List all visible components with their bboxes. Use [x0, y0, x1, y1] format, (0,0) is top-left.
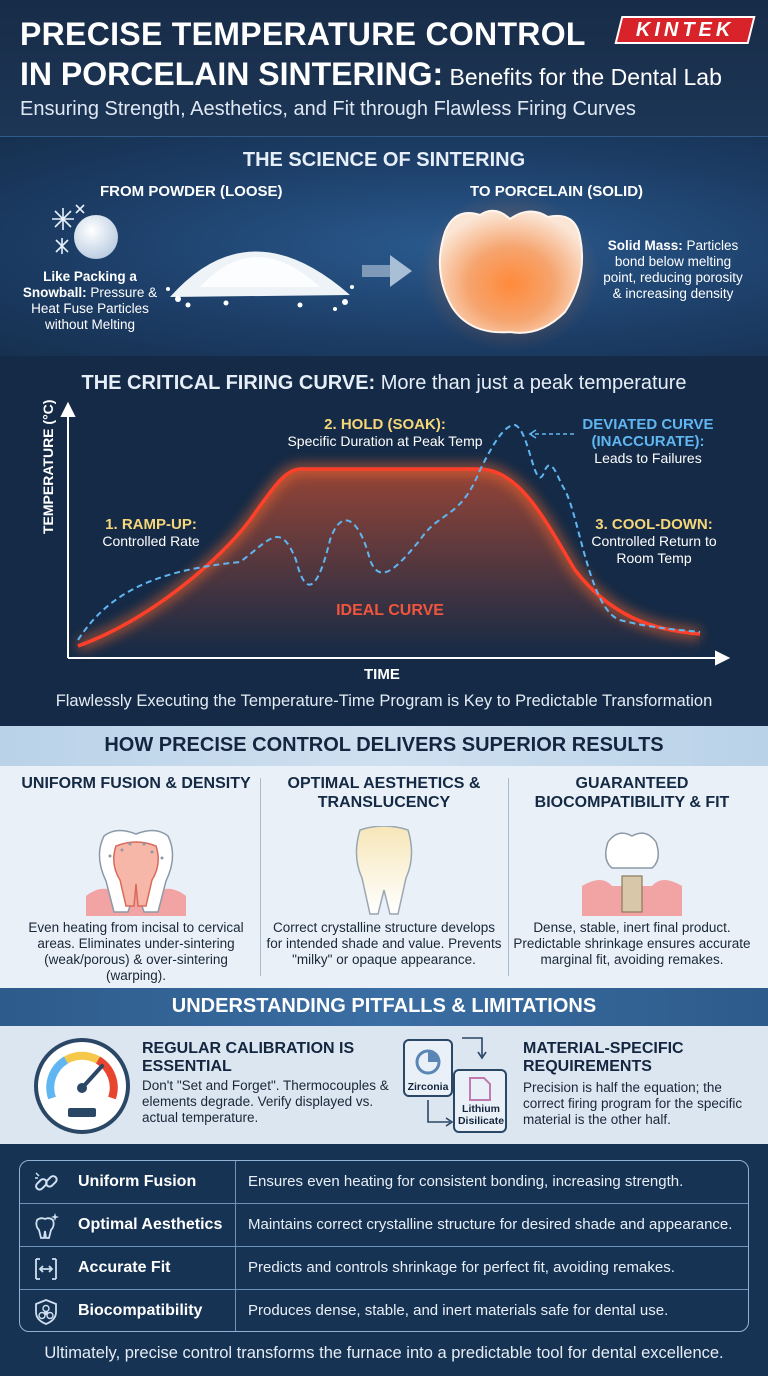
hold-head: 2. HOLD (SOAK): [324, 416, 446, 433]
pitfalls-title-band: UNDERSTANDING PITFALLS & LIMITATIONS [0, 988, 768, 1026]
firing-title-bold: THE CRITICAL FIRING CURVE: [81, 372, 376, 394]
table-row: Uniform Fusion Ensures even heating for … [20, 1161, 748, 1204]
result-text: Correct crystalline structure develops f… [266, 920, 502, 967]
solid-mass-caption-bold: Solid Mass: [607, 238, 683, 253]
calibration-text: Don't "Set and Forget". Thermocouples & … [142, 1078, 389, 1125]
result-text: Even heating from incisal to cervical ar… [28, 920, 244, 983]
biohazard-shield-icon [35, 1299, 57, 1325]
lithium-label: Lithium Disilicate [457, 1103, 505, 1127]
table-row-label-cell: Optimal Aesthetics [20, 1204, 236, 1246]
table-row: Accurate Fit Predicts and controls shrin… [20, 1247, 748, 1290]
snowball-caption-text: Pressure & Heat Fuse Particles without M… [31, 285, 158, 332]
title-line2-bold: IN PORCELAIN SINTERING: [20, 56, 444, 92]
title-line1: PRECISE TEMPERATURE CONTROL [20, 16, 586, 52]
table-row-text: Ensures even heating for consistent bond… [248, 1173, 684, 1190]
pitfalls-title: UNDERSTANDING PITFALLS & LIMITATIONS [171, 995, 597, 1017]
link-icon [35, 1172, 58, 1191]
hold-label: 2. HOLD (SOAK): Specific Duration at Peak… [270, 416, 500, 450]
deviated-label: DEVIATED CURVE (INACCURATE): Leads to Fai… [568, 416, 728, 467]
result-head: OPTIMAL AESTHETICS & TRANSLUCENCY [287, 775, 481, 811]
summary-table: Uniform Fusion Ensures even heating for … [19, 1160, 749, 1332]
firing-footer: Flawlessly Executing the Temperature-Tim… [55, 692, 713, 710]
cool-text: Controlled Return to Room Temp [591, 533, 717, 566]
solid-mass-caption: Solid Mass: Particles bond below melting… [598, 238, 748, 302]
powder-pile-icon [166, 251, 354, 311]
calibration-head: REGULAR CALIBRATION IS ESSENTIAL [142, 1040, 355, 1075]
table-row-text: Maintains correct crystalline structure … [248, 1216, 733, 1233]
table-row-label-cell: Biocompatibility [20, 1290, 236, 1331]
science-title: THE SCIENCE OF SINTERING [242, 149, 526, 171]
material-swap-icon [403, 1037, 507, 1133]
ideal-curve-glow-area [78, 469, 700, 658]
result-col-biocompatibility: GUARANTEED BIOCOMPATIBILITY & FIT Dense,… [512, 774, 752, 980]
cool-head: 3. COOL-DOWN: [595, 516, 713, 533]
material-text: Precision is half the equation; the corr… [523, 1080, 743, 1127]
result-col-aesthetics: OPTIMAL AESTHETICS & TRANSLUCENCY Correc… [264, 774, 504, 980]
crown-implant-icon [582, 832, 682, 916]
snowflake-icon [52, 204, 85, 254]
from-powder-label: FROM POWDER (LOOSE) [100, 183, 283, 200]
table-row-label: Optimal Aesthetics [78, 1216, 223, 1233]
tooth-cross-section-icon [86, 829, 186, 916]
science-illustration [52, 192, 600, 352]
results-divider [508, 778, 509, 976]
sparkle-tooth-icon [35, 1213, 59, 1239]
gauge-icon [34, 1038, 130, 1134]
results-title-band: HOW PRECISE CONTROL DELIVERS SUPERIOR RE… [0, 726, 768, 766]
deviated-curve-line [77, 423, 701, 641]
header: PRECISE TEMPERATURE CONTROL IN PORCELAIN… [0, 0, 768, 136]
firing-title: THE CRITICAL FIRING CURVE: More than jus… [0, 372, 768, 395]
y-axis-label: TEMPERATURE (°C) [40, 399, 56, 534]
table-row-label: Uniform Fusion [78, 1173, 197, 1190]
summary-section: Uniform Fusion Ensures even heating for … [0, 1144, 768, 1376]
table-row: Biocompatibility Produces dense, stable,… [20, 1290, 748, 1331]
right-arrow-icon [362, 255, 412, 287]
result-head: GUARANTEED BIOCOMPATIBILITY & FIT [534, 775, 730, 811]
deviated-text: Leads to Failures [594, 450, 702, 466]
result-head: UNIFORM FUSION & DENSITY [21, 775, 251, 792]
table-row: Optimal Aesthetics Maintains correct cry… [20, 1204, 748, 1247]
results-title: HOW PRECISE CONTROL DELIVERS SUPERIOR RE… [104, 734, 664, 756]
results-divider [260, 778, 261, 976]
measure-icon [35, 1258, 57, 1280]
snowball-icon [74, 215, 118, 259]
y-axis-arrow [60, 401, 76, 417]
table-row-label: Accurate Fit [78, 1259, 171, 1276]
subtitle: Ensuring Strength, Aesthetics, and Fit t… [20, 98, 636, 120]
pitfalls-section: REGULAR CALIBRATION IS ESSENTIAL Don't "… [0, 1026, 768, 1144]
table-row-text: Produces dense, stable, and inert materi… [248, 1302, 669, 1319]
footer: Ultimately, precise control transforms t… [44, 1344, 724, 1362]
results-section: UNIFORM FUSION & DENSITY Even heating fr… [0, 766, 768, 988]
science-section: THE SCIENCE OF SINTERING FROM POWDER (LO… [0, 136, 768, 356]
snowball-caption-bold: Like Packing a Snowball: [22, 269, 137, 300]
table-row-text: Predicts and controls shrinkage for perf… [248, 1259, 675, 1276]
translucent-tooth-icon [355, 826, 413, 915]
firing-title-light: More than just a peak temperature [375, 372, 687, 394]
cool-label: 3. COOL-DOWN: Controlled Return to Room T… [584, 516, 724, 567]
zirconia-label: Zirconia [407, 1081, 449, 1093]
material-head: MATERIAL-SPECIFIC REQUIREMENTS [523, 1040, 684, 1075]
title-line2-light: Benefits for the Dental Lab [443, 64, 722, 90]
snowball-caption: Like Packing a Snowball: Pressure & Heat… [20, 269, 160, 333]
x-axis-label: TIME [364, 666, 400, 683]
solid-mass-caption-text: Particles bond below melting point, redu… [603, 238, 743, 301]
ramp-text: Controlled Rate [102, 533, 200, 549]
result-text: Dense, stable, inert final product. Pred… [513, 920, 751, 967]
ramp-label: 1. RAMP-UP: Controlled Rate [86, 516, 216, 550]
ramp-head: 1. RAMP-UP: [105, 516, 197, 533]
deviated-head: DEVIATED CURVE (INACCURATE): [582, 416, 714, 450]
hold-text: Specific Duration at Peak Temp [287, 433, 483, 449]
title-line2: IN PORCELAIN SINTERING: Benefits for the… [20, 56, 722, 93]
result-col-fusion: UNIFORM FUSION & DENSITY Even heating fr… [16, 774, 256, 983]
firing-curve-chart [60, 401, 731, 666]
porcelain-crown-icon [438, 209, 584, 334]
deviated-pointer-arrow [528, 429, 574, 439]
table-row-label-cell: Accurate Fit [20, 1247, 236, 1289]
ideal-curve-label: IDEAL CURVE [336, 602, 444, 619]
x-axis-arrow [715, 650, 731, 666]
table-row-label-cell: Uniform Fusion [20, 1161, 236, 1203]
table-row-label: Biocompatibility [78, 1302, 203, 1319]
